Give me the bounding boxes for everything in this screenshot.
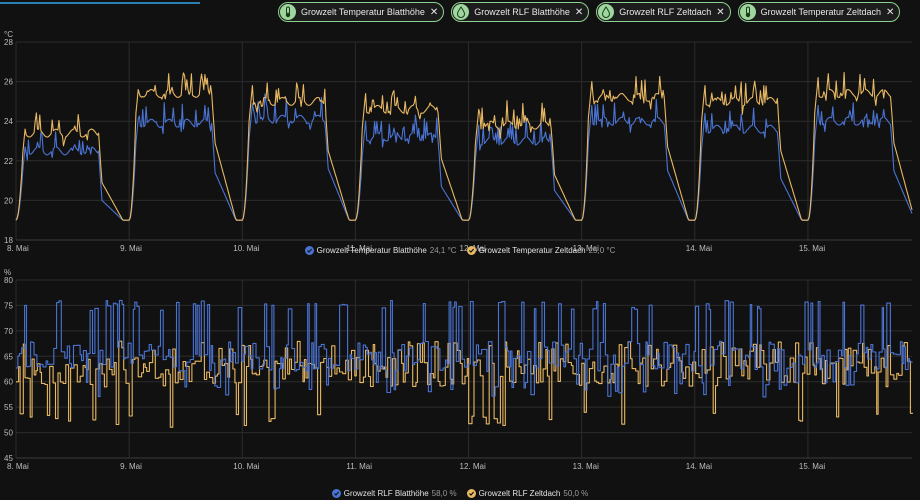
- filter-chip-label: Growzelt RLF Blatthöhe: [474, 7, 570, 17]
- x-tick-label: 14. Mai: [686, 462, 712, 471]
- series-line: [15, 71, 913, 221]
- x-tick-label: 15. Mai: [799, 244, 825, 253]
- filter-chip-label: Growzelt Temperatur Blatthöhe: [301, 7, 425, 17]
- y-tick-label: 20: [4, 196, 13, 205]
- x-tick-label: 11. Mai: [346, 244, 372, 253]
- close-icon[interactable]: ✕: [574, 6, 584, 18]
- humidity-legend: Growzelt RLF Blatthöhe 58,0 % Growzelt RLF…: [0, 489, 920, 498]
- checkmark-icon: [466, 489, 476, 498]
- y-tick-label: 50: [4, 429, 13, 438]
- y-unit-label: °C: [4, 30, 13, 39]
- thermometer-icon: [739, 4, 756, 20]
- entity-filter-chips: Growzelt Temperatur Blatthöhe ✕ Growzelt R…: [278, 2, 901, 22]
- close-icon[interactable]: ✕: [429, 6, 439, 18]
- series-line: [15, 93, 913, 221]
- checkmark-icon: [304, 246, 314, 255]
- series-line: [16, 340, 913, 428]
- y-unit-label: %: [4, 268, 11, 277]
- y-tick-label: 24: [4, 117, 13, 126]
- x-tick-label: 15. Mai: [799, 462, 825, 471]
- x-tick-label: 9. Mai: [120, 462, 142, 471]
- legend-item[interactable]: Growzelt Temperatur Zeltdach 25,0 °C: [466, 246, 616, 255]
- x-tick-label: 9. Mai: [120, 244, 142, 253]
- y-tick-label: 60: [4, 378, 13, 387]
- x-tick-label: 10. Mai: [233, 462, 259, 471]
- y-tick-label: 55: [4, 403, 13, 412]
- y-tick-label: 18: [4, 236, 13, 245]
- x-tick-label: 10. Mai: [233, 244, 259, 253]
- x-tick-label: 12. Mai: [460, 462, 486, 471]
- legend-item[interactable]: Growzelt Temperatur Blatthöhe 24,1 °C: [304, 246, 457, 255]
- legend-name: Growzelt RLF Blatthöhe: [343, 489, 429, 498]
- water-percent-icon: [598, 4, 615, 20]
- y-tick-label: 75: [4, 301, 13, 310]
- x-tick-label: 14. Mai: [686, 244, 712, 253]
- temperature-chart: °C 18 20 22 24 26 28 8. Mai 9. Mai 10. Mai 11. Mai…: [4, 30, 913, 253]
- checkmark-icon: [466, 246, 476, 255]
- humidity-chart: % 45 50 55 60 65 70 75 80 8. Mai 9. Mai 10. Mai 11. …: [4, 268, 913, 471]
- y-tick-label: 70: [4, 327, 13, 336]
- legend-item[interactable]: Growzelt RLF Blatthöhe 58,0 %: [331, 489, 457, 498]
- legend-name: Growzelt RLF Zeltdach: [478, 489, 561, 498]
- y-tick-label: 22: [4, 157, 13, 166]
- y-tick-label: 45: [4, 454, 13, 463]
- legend-value: 25,0 °C: [588, 246, 616, 255]
- filter-chip-label: Growzelt Temperatur Zeltdach: [760, 7, 882, 17]
- legend-name: Growzelt Temperatur Blatthöhe: [316, 246, 427, 255]
- y-tick-label: 28: [4, 38, 13, 47]
- series-line: [16, 299, 913, 398]
- filter-chip-label: Growzelt RLF Zeltdach: [619, 7, 712, 17]
- filter-chip[interactable]: Growzelt RLF Zeltdach ✕: [596, 2, 731, 22]
- legend-name: Growzelt Temperatur Zeltdach: [478, 246, 586, 255]
- x-tick-label: 13. Mai: [573, 462, 599, 471]
- filter-chip[interactable]: Growzelt RLF Blatthöhe ✕: [451, 2, 590, 22]
- y-tick-label: 65: [4, 352, 13, 361]
- y-tick-label: 80: [4, 276, 13, 285]
- filter-chip[interactable]: Growzelt Temperatur Zeltdach ✕: [737, 2, 901, 22]
- temperature-legend: Growzelt Temperatur Blatthöhe 24,1 °C Grow…: [0, 246, 920, 255]
- legend-item[interactable]: Growzelt RLF Zeltdach 50,0 %: [466, 489, 589, 498]
- legend-value: 24,1 °C: [429, 246, 457, 255]
- y-tick-label: 26: [4, 78, 13, 87]
- filter-chip[interactable]: Growzelt Temperatur Blatthöhe ✕: [278, 2, 445, 22]
- thermometer-icon: [280, 4, 296, 20]
- x-tick-label: 8. Mai: [7, 462, 29, 471]
- legend-value: 58,0 %: [431, 489, 457, 498]
- close-icon[interactable]: ✕: [886, 6, 895, 18]
- legend-value: 50,0 %: [563, 489, 589, 498]
- x-tick-label: 8. Mai: [7, 244, 29, 253]
- checkmark-icon: [331, 489, 341, 498]
- x-tick-label: 13. Mai: [573, 244, 599, 253]
- water-percent-icon: [453, 4, 470, 20]
- close-icon[interactable]: ✕: [716, 6, 725, 18]
- progress-line: [0, 2, 200, 4]
- x-tick-label: 11. Mai: [346, 462, 372, 471]
